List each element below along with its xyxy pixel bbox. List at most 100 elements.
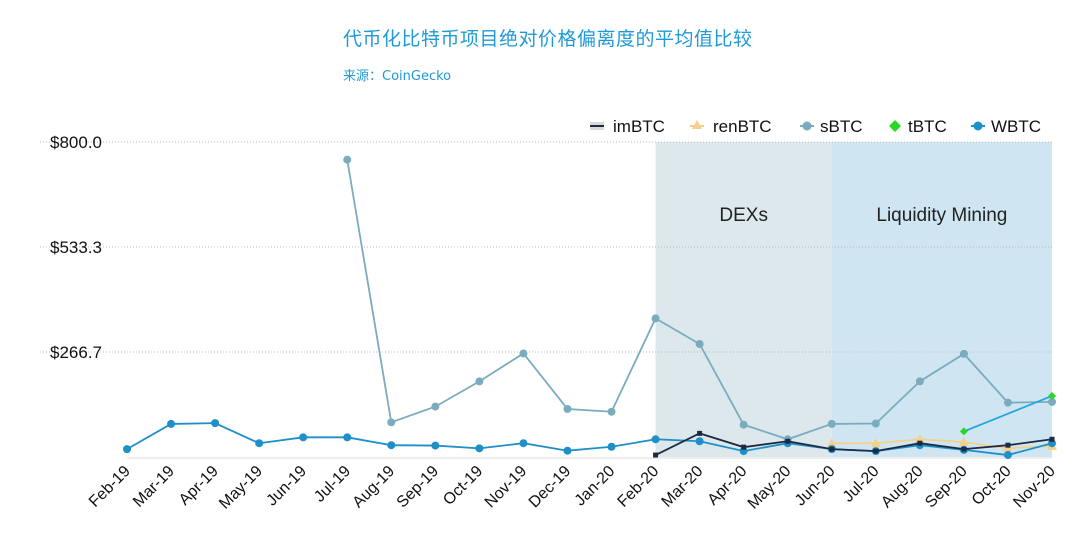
data-point-wbtc: [387, 441, 396, 450]
data-point-imbtc: [873, 448, 879, 454]
data-point-renbtc: [1002, 443, 1013, 453]
band-label-dexs: DEXs: [719, 205, 768, 226]
x-tick-label: Aug-20: [878, 463, 927, 512]
legend-label-wbtc: WBTC: [991, 117, 1041, 136]
y-axis-ticks: $800.0 $533.3 $266.7: [50, 133, 102, 362]
legend-label-renbtc: renBTC: [713, 117, 772, 136]
series-line-tbtc: [963, 395, 1053, 433]
shaded-bands: DEXs Liquidity Mining: [655, 142, 1052, 457]
data-point-imbtc: [829, 446, 835, 452]
data-point-sbtc: [959, 349, 968, 358]
data-point-imbtc: [697, 430, 703, 436]
x-tick-label: Jul-19: [311, 463, 354, 506]
data-point-imbtc: [1005, 442, 1011, 448]
legend-marker-tbtc: [889, 120, 901, 132]
data-point-wbtc: [519, 439, 528, 448]
data-point-renbtc: [826, 438, 837, 448]
data-point-wbtc: [1003, 451, 1012, 460]
data-point-sbtc: [343, 155, 352, 164]
data-point-wbtc: [299, 433, 308, 442]
data-point-wbtc: [475, 444, 484, 453]
data-point-tbtc: [959, 427, 968, 436]
data-point-imbtc: [961, 446, 967, 452]
legend-label-tbtc: tBTC: [908, 117, 947, 136]
y-tick-label: $533.3: [50, 238, 102, 257]
series-line-imbtc: [655, 432, 1053, 456]
data-point-sbtc: [431, 402, 440, 411]
legend-label-imbtc: imBTC: [613, 117, 665, 136]
x-tick-label: Aug-19: [350, 463, 399, 512]
data-point-sbtc: [607, 407, 616, 416]
legend-marker-renbtc: [692, 120, 702, 129]
data-point-sbtc: [695, 339, 704, 348]
legend-item-renbtc: renBTC: [690, 117, 772, 136]
data-point-sbtc: [1003, 398, 1012, 407]
data-point-wbtc: [695, 437, 704, 446]
data-point-wbtc: [563, 446, 572, 455]
data-point-wbtc: [607, 442, 616, 451]
data-point-sbtc: [475, 377, 484, 386]
x-tick-label: Sep-19: [394, 463, 443, 512]
data-point-wbtc: [651, 435, 660, 444]
legend-item-tbtc: tBTC: [889, 117, 947, 136]
series-lines: [123, 155, 1057, 460]
band-dexs: [655, 142, 832, 457]
data-point-wbtc: [123, 445, 131, 454]
data-point-sbtc: [871, 419, 880, 428]
chart-subtitle: 来源：CoinGecko: [343, 69, 452, 84]
x-tick-label: Feb-20: [615, 463, 663, 511]
x-tick-label: May-20: [745, 463, 795, 513]
series-tbtc: [959, 391, 1056, 436]
data-point-wbtc: [431, 441, 440, 450]
band-liquidity-mining: [831, 142, 1052, 457]
data-point-sbtc: [651, 314, 660, 323]
legend-item-wbtc: WBTC: [971, 117, 1041, 136]
grid-lines: [40, 141, 1052, 459]
x-tick-label: Dec-19: [526, 463, 575, 512]
x-tick-label: Jun-19: [263, 463, 310, 510]
data-point-sbtc: [739, 420, 748, 429]
x-tick-label: Sep-20: [922, 463, 971, 512]
data-point-sbtc: [387, 418, 396, 427]
x-tick-label: Nov-19: [482, 463, 531, 512]
x-tick-label: Jun-20: [792, 463, 839, 510]
legend-marker-sbtc: [802, 121, 812, 131]
data-point-sbtc: [563, 404, 572, 413]
x-tick-label: Jul-20: [840, 463, 883, 506]
band-label-liquidity-mining: Liquidity Mining: [876, 205, 1007, 226]
series-line-wbtc: [126, 422, 1053, 456]
y-tick-label: $266.7: [50, 343, 102, 362]
x-tick-label: Apr-19: [176, 463, 222, 509]
data-point-imbtc: [1049, 436, 1055, 442]
data-point-imbtc: [741, 444, 747, 450]
x-tick-label: Oct-20: [969, 463, 1015, 509]
x-tick-label: Nov-20: [1010, 463, 1059, 512]
data-point-imbtc: [917, 440, 923, 446]
data-point-imbtc: [653, 452, 659, 458]
data-point-tbtc: [1048, 391, 1056, 400]
legend-marker-wbtc: [973, 121, 983, 131]
x-tick-label: Jan-20: [572, 463, 619, 510]
data-point-wbtc: [167, 419, 176, 428]
data-point-sbtc: [827, 419, 836, 428]
x-tick-label: Mar-20: [659, 463, 707, 511]
x-tick-label: May-19: [216, 463, 266, 513]
data-point-sbtc: [1048, 397, 1056, 406]
legend: imBTC renBTC sBTC tBTC WBTC: [590, 117, 1041, 136]
data-point-renbtc: [870, 438, 881, 448]
data-point-wbtc: [211, 419, 220, 428]
data-point-imbtc: [785, 438, 791, 444]
x-tick-label: Mar-19: [130, 463, 178, 511]
data-point-sbtc: [519, 349, 528, 358]
data-point-sbtc: [915, 377, 924, 386]
data-point-wbtc: [343, 433, 352, 442]
series-sbtc: [343, 155, 1056, 444]
legend-label-sbtc: sBTC: [820, 117, 863, 136]
series-imbtc: [653, 430, 1055, 458]
legend-item-sbtc: sBTC: [800, 117, 863, 136]
data-point-wbtc: [255, 439, 264, 448]
chart-title: 代币化比特币项目绝对价格偏离度的平均值比较: [343, 28, 753, 50]
legend-item-imbtc: imBTC: [590, 117, 665, 136]
